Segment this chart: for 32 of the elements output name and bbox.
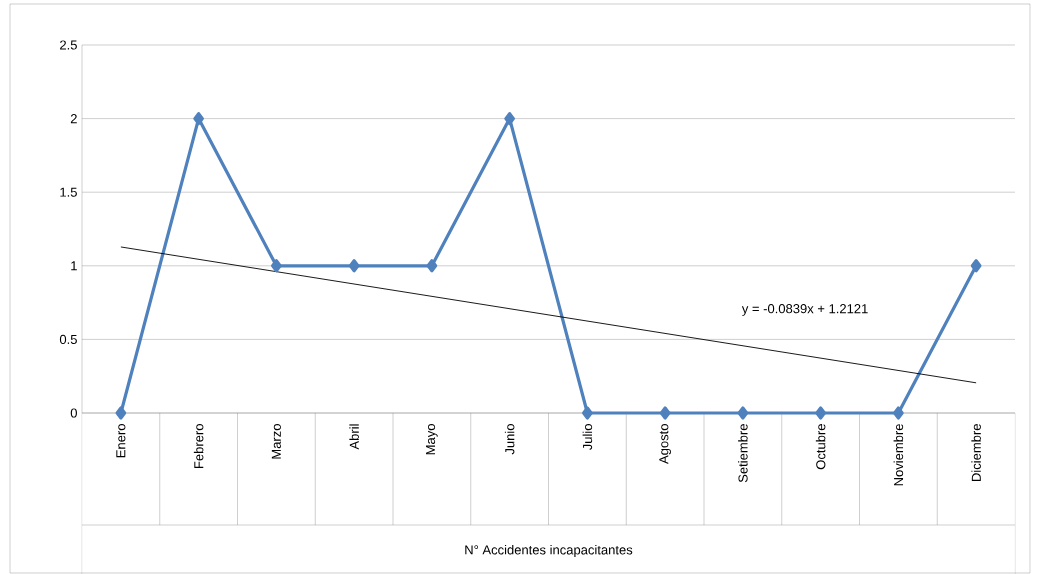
point xyxy=(348,259,360,273)
point xyxy=(115,406,127,420)
y-tick-label: 0.5 xyxy=(59,334,77,344)
point xyxy=(426,259,438,273)
x-tick-label: Febrero xyxy=(193,424,204,468)
point xyxy=(659,406,671,420)
x-tick-label: Enero xyxy=(116,424,126,458)
x-axis-title: N° Accidentes incapacitantes xyxy=(465,544,633,558)
point xyxy=(893,406,904,420)
x-tick-label: Noviembre xyxy=(893,424,904,486)
y-tick-label: 2 xyxy=(70,114,77,124)
x-tick-label: Mayo xyxy=(426,424,438,455)
point xyxy=(193,112,204,126)
y-tick-label: 1.5 xyxy=(60,187,77,197)
x-tick-label: Junio xyxy=(504,424,515,455)
x-tick-label: Setiembre xyxy=(738,424,748,483)
x-tick-label: Agosto xyxy=(659,424,671,464)
point xyxy=(815,406,826,420)
x-tick-label: Marzo xyxy=(271,424,281,459)
x-tick-label: Octubre xyxy=(815,424,826,470)
point xyxy=(582,406,593,420)
point xyxy=(504,112,515,126)
point xyxy=(737,406,749,420)
x-tick-label: Abril xyxy=(349,424,359,450)
x-tick-label: Diciembre xyxy=(971,424,981,481)
point xyxy=(271,259,282,273)
y-tick-label: 2.5 xyxy=(60,40,77,50)
y-tick-label: 0 xyxy=(70,408,77,418)
y-tick-label: 1 xyxy=(71,261,77,271)
annotation: y = -0.0839x + 1.2121 xyxy=(741,304,868,316)
x-tick-label: Julio xyxy=(582,424,593,451)
point xyxy=(970,259,982,273)
